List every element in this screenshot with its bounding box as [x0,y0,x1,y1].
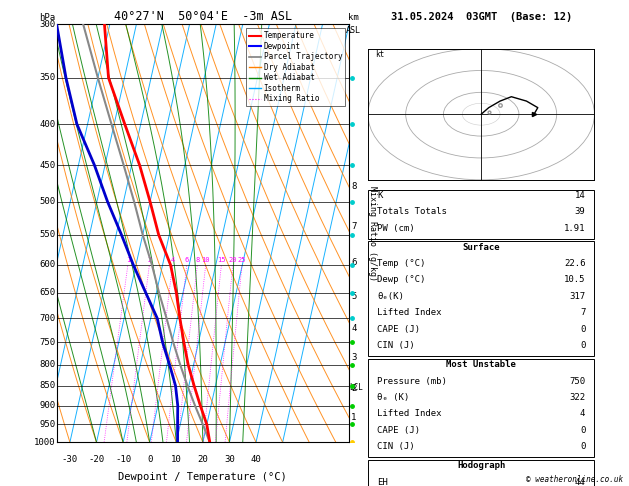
Text: K: K [377,191,382,200]
Text: 10: 10 [201,257,210,263]
Text: 25: 25 [238,257,246,263]
Text: 0: 0 [147,455,152,464]
Text: PW (cm): PW (cm) [377,224,415,233]
Text: θₑ(K): θₑ(K) [377,292,404,301]
Text: 0: 0 [580,325,586,334]
Legend: Temperature, Dewpoint, Parcel Trajectory, Dry Adiabat, Wet Adiabat, Isotherm, Mi: Temperature, Dewpoint, Parcel Trajectory… [246,28,345,106]
Text: 800: 800 [39,360,55,369]
Text: 850: 850 [39,382,55,390]
Text: 7: 7 [580,308,586,317]
Bar [368,190,594,239]
Text: Lifted Index: Lifted Index [377,308,442,317]
Text: 3: 3 [351,353,357,362]
Text: 6: 6 [351,258,357,267]
Text: Dewp (°C): Dewp (°C) [377,276,425,284]
Text: Surface: Surface [462,243,500,252]
Text: 10.5: 10.5 [564,276,586,284]
Text: 900: 900 [39,401,55,410]
Text: © weatheronline.co.uk: © weatheronline.co.uk [526,474,623,484]
Text: 2: 2 [147,257,152,263]
Text: -20: -20 [89,455,104,464]
Text: Pressure (mb): Pressure (mb) [377,377,447,385]
Text: Mixing Ratio (g/kg): Mixing Ratio (g/kg) [368,186,377,281]
Text: 750: 750 [569,377,586,385]
Text: 8: 8 [351,181,357,191]
Text: 600: 600 [39,260,55,269]
Text: 1: 1 [126,257,130,263]
Text: 400: 400 [39,120,55,129]
Text: EH: EH [377,478,387,486]
Text: 5: 5 [351,292,357,301]
Text: 39: 39 [575,207,586,216]
Text: 22.6: 22.6 [564,259,586,268]
Text: 750: 750 [39,338,55,347]
Text: CIN (J): CIN (J) [377,341,415,350]
Text: 1000: 1000 [33,438,55,447]
Text: 1: 1 [351,413,357,421]
Text: 2: 2 [351,384,357,393]
Text: 450: 450 [39,160,55,170]
Text: Hodograph: Hodograph [457,461,505,470]
Text: 500: 500 [39,197,55,206]
Text: 317: 317 [569,292,586,301]
Text: 700: 700 [39,314,55,323]
Text: -30: -30 [62,455,78,464]
Text: Lifted Index: Lifted Index [377,409,442,418]
Text: 950: 950 [39,420,55,429]
Text: 350: 350 [39,73,55,82]
Text: CAPE (J): CAPE (J) [377,325,420,334]
Text: kt: kt [376,51,385,59]
Text: hPa: hPa [39,13,55,22]
Text: 300: 300 [39,20,55,29]
Text: 7: 7 [351,222,357,231]
Text: 0: 0 [580,442,586,451]
Bar [368,460,594,486]
Text: 20: 20 [198,455,208,464]
Text: 4: 4 [170,257,175,263]
Text: 15: 15 [217,257,226,263]
Text: Temp (°C): Temp (°C) [377,259,425,268]
Text: Most Unstable: Most Unstable [446,360,516,369]
Text: 0: 0 [580,341,586,350]
Text: 30: 30 [224,455,235,464]
Text: 6: 6 [185,257,189,263]
Text: ASL: ASL [347,26,361,35]
Bar [368,359,594,457]
Text: 8: 8 [195,257,199,263]
Title: 40°27'N  50°04'E  -3m ASL: 40°27'N 50°04'E -3m ASL [114,10,292,23]
Text: 40: 40 [251,455,262,464]
Text: -10: -10 [115,455,131,464]
Text: 550: 550 [39,230,55,239]
Text: 322: 322 [569,393,586,402]
Text: θₑ (K): θₑ (K) [377,393,409,402]
Text: 650: 650 [39,288,55,297]
Text: 0: 0 [580,426,586,435]
Text: 14: 14 [575,191,586,200]
Text: Totals Totals: Totals Totals [377,207,447,216]
Text: CAPE (J): CAPE (J) [377,426,420,435]
Text: LCL: LCL [350,383,364,392]
Text: CIN (J): CIN (J) [377,442,415,451]
Text: 10: 10 [171,455,182,464]
Text: Dewpoint / Temperature (°C): Dewpoint / Temperature (°C) [118,471,287,482]
Text: 20: 20 [228,257,237,263]
Text: 1.91: 1.91 [564,224,586,233]
Text: 31.05.2024  03GMT  (Base: 12): 31.05.2024 03GMT (Base: 12) [391,12,572,22]
Text: 4: 4 [351,324,357,333]
Text: km: km [348,13,359,22]
Text: 44: 44 [575,478,586,486]
Text: 4: 4 [580,409,586,418]
Bar [368,242,594,356]
